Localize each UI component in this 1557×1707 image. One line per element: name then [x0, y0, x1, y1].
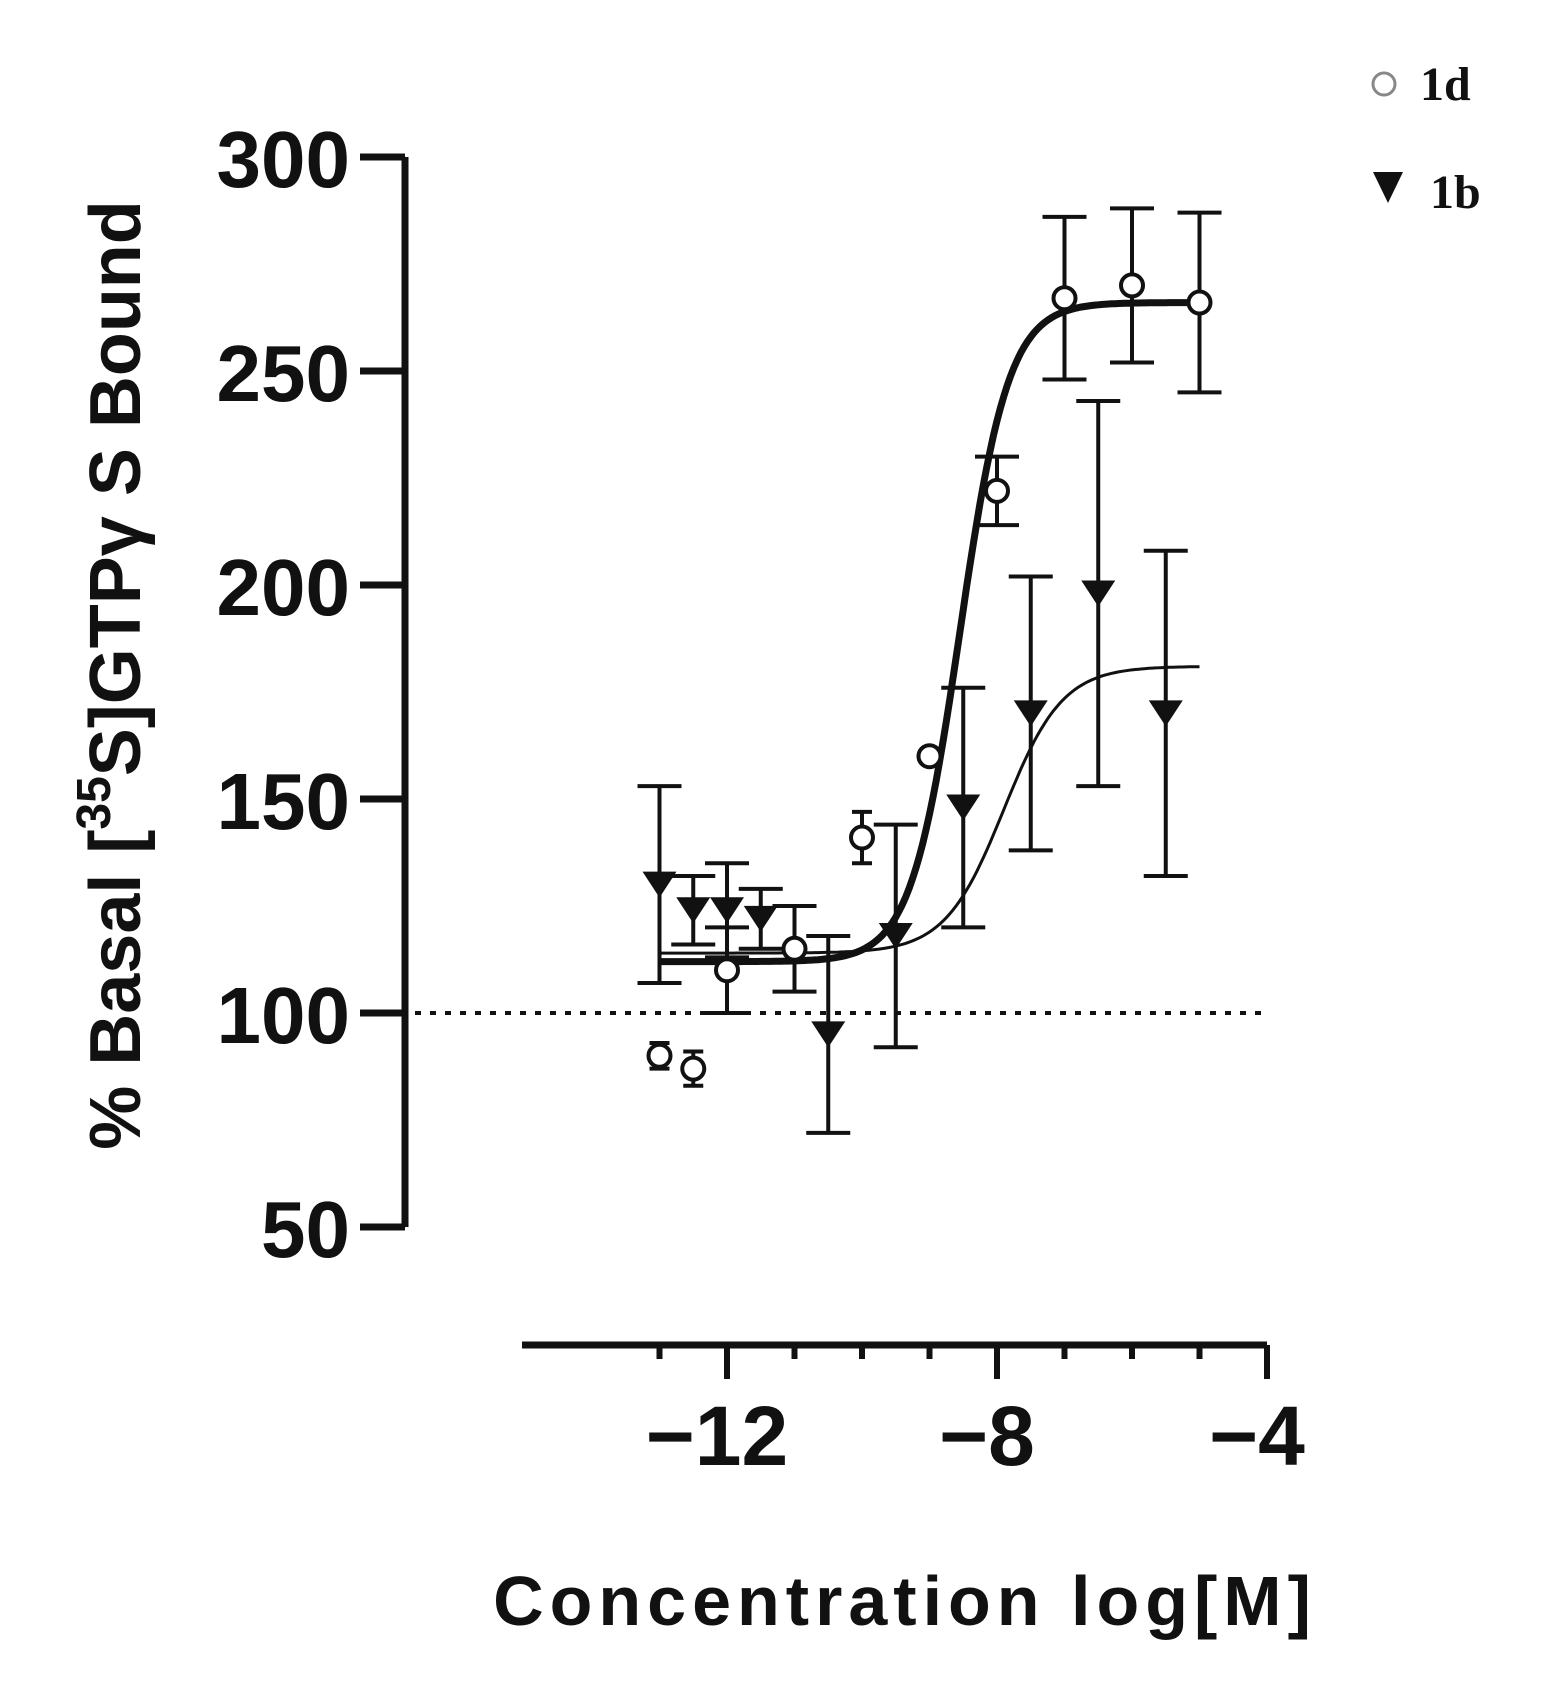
point-1d-2	[714, 957, 740, 984]
fit-curve-1b	[659, 665, 1200, 955]
point-1d-1	[680, 1055, 707, 1082]
point-1d-3	[781, 935, 808, 962]
legend-label-1d: 1d	[1420, 58, 1471, 111]
y-axis-title-suffix: S]GTPγ S Bound	[76, 200, 156, 776]
legend-marker-1b	[1373, 172, 1403, 203]
y-axis-title: % Basal [35S]GTPγ S Bound	[68, 200, 156, 1150]
point-1b-7	[1013, 700, 1048, 727]
point-1b-3	[743, 905, 778, 932]
point-1d-8	[1119, 272, 1145, 299]
point-1d-4	[849, 824, 875, 851]
x-tick-label--4: −4	[1209, 1389, 1305, 1483]
legend-label-1b: 1b	[1430, 166, 1481, 219]
x-tick-label--8: −8	[939, 1389, 1035, 1483]
axes	[360, 153, 1270, 1379]
y-axis-title-superscript: 35	[68, 776, 121, 829]
y-tick-label-250: 250	[217, 329, 350, 418]
point-1d-5	[916, 743, 943, 770]
point-1d-6	[984, 477, 1010, 504]
legend-marker-1d	[1371, 71, 1397, 97]
y-tick-label-100: 100	[217, 971, 350, 1060]
y-tick-label-200: 200	[217, 543, 350, 632]
fit-curves	[659, 299, 1200, 966]
point-1b-0	[642, 871, 677, 898]
legend: 1d 1b	[1371, 58, 1481, 219]
point-1b-6	[946, 794, 981, 821]
y-tick-label-150: 150	[217, 757, 350, 846]
point-1b-1	[676, 897, 711, 924]
fit-curve-1d	[659, 299, 1200, 966]
data-points	[642, 272, 1213, 1082]
x-axis-title: Concentration log[M]	[493, 1562, 1317, 1640]
point-1b-4	[811, 1021, 846, 1048]
y-axis-title-prefix: % Basal [	[76, 830, 156, 1150]
point-1b-5	[878, 922, 913, 949]
point-1d-9	[1186, 289, 1213, 316]
y-tick-label-300: 300	[217, 115, 350, 204]
point-1d-0	[646, 1042, 673, 1069]
point-1d-7	[1051, 285, 1078, 312]
point-1b-8	[1081, 580, 1116, 607]
x-tick-label--12: −12	[646, 1389, 789, 1483]
point-1b-9	[1148, 700, 1183, 727]
y-tick-label-50: 50	[261, 1185, 350, 1274]
tick-labels: 50 100 150 200 250 300 −12 −8 −4	[217, 115, 1306, 1483]
point-1b-2	[710, 897, 744, 924]
